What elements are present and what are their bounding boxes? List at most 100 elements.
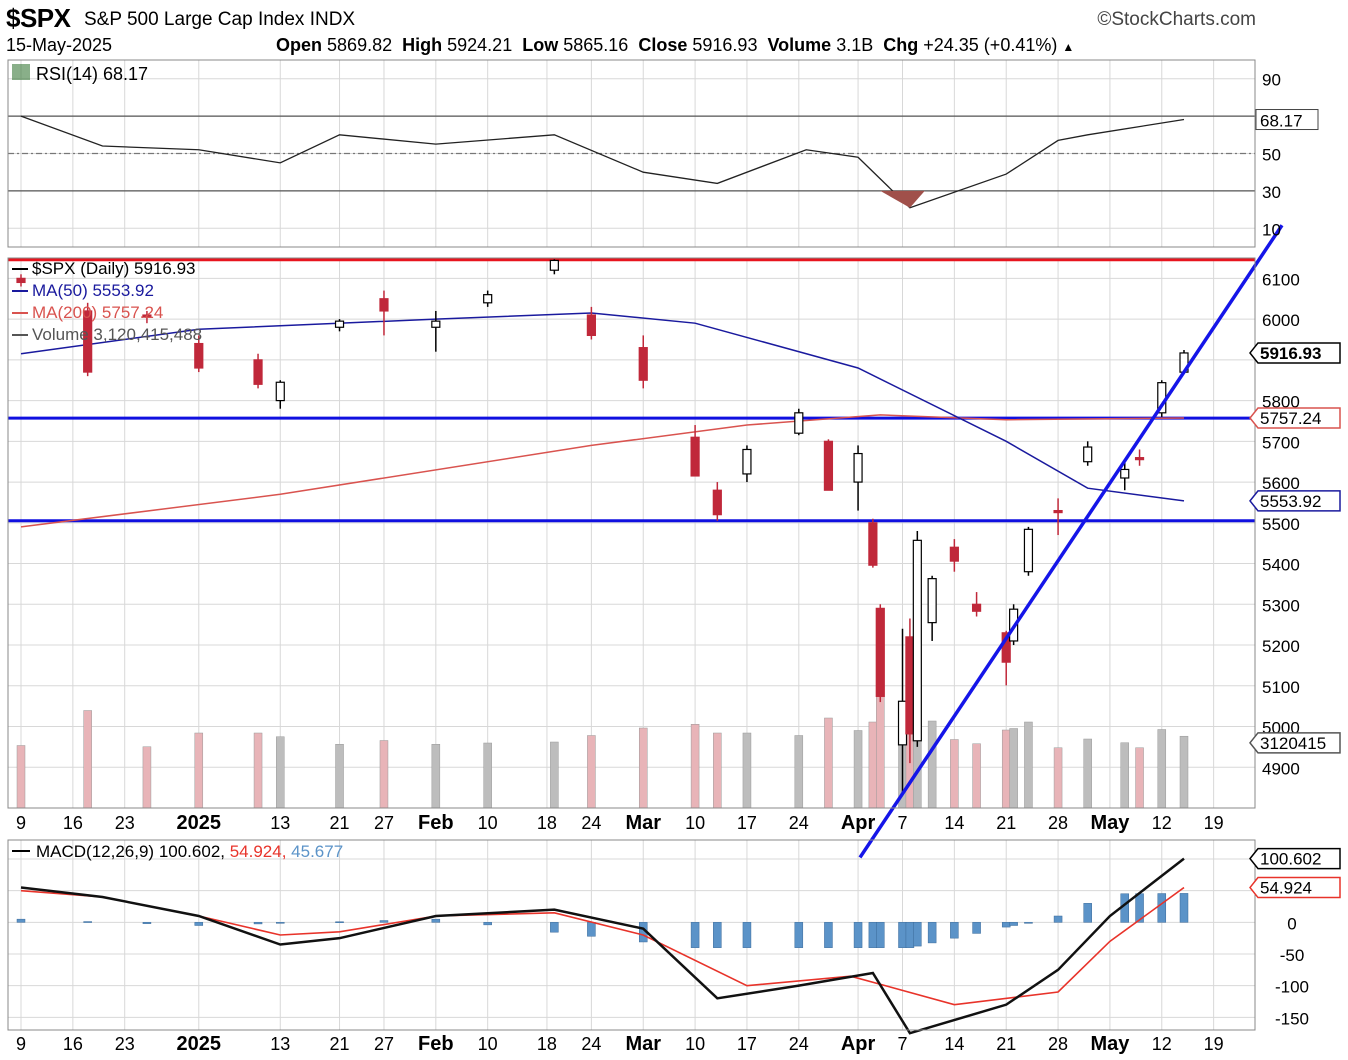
volume-bar xyxy=(742,732,752,809)
brand-watermark: ©StockCharts.com xyxy=(1097,9,1256,30)
panel-frame xyxy=(7,839,1256,1031)
candle-body xyxy=(1023,528,1034,573)
candle-body xyxy=(971,603,982,612)
candle-body xyxy=(83,310,93,373)
x-tick-label: 12 xyxy=(1152,1034,1172,1054)
candle-body xyxy=(549,259,559,271)
macd-histogram-bar xyxy=(824,922,833,948)
x-tick-label: 14 xyxy=(944,1034,964,1054)
x-tick-label: 19 xyxy=(1204,1034,1224,1054)
candle-body xyxy=(194,342,204,369)
tag-text: 54.924 xyxy=(1260,879,1312,898)
candle xyxy=(690,425,700,477)
tag-text: 100.602 xyxy=(1260,850,1321,869)
legend-entry: $SPX (Daily) 5916.93 xyxy=(32,259,195,278)
rsi-line xyxy=(20,115,1185,209)
macd-histogram-bar xyxy=(335,921,344,923)
candle xyxy=(853,445,863,511)
candle xyxy=(275,380,285,409)
macd-histogram-bar xyxy=(853,922,863,948)
volume-bar xyxy=(587,735,596,809)
candle xyxy=(875,604,885,703)
rsi-tick-label: 90 xyxy=(1262,71,1281,90)
tag-text: 5553.92 xyxy=(1260,492,1321,511)
x-tick-label: 10 xyxy=(478,813,498,833)
volume-value-tag: 3120415 xyxy=(1249,732,1341,754)
x-tick-label: 13 xyxy=(270,1034,290,1054)
x-tick-label: 9 xyxy=(16,1034,26,1054)
x-tick-label: 27 xyxy=(374,1034,394,1054)
candle xyxy=(83,302,93,377)
low-value: 5865.16 xyxy=(563,35,629,55)
x-tick-label: 18 xyxy=(537,1034,557,1054)
candle-body xyxy=(379,298,389,312)
price-tick-label: 5100 xyxy=(1262,678,1300,697)
tag-box xyxy=(1249,876,1341,899)
macd-histogram-bar xyxy=(927,922,937,944)
candle-body xyxy=(1134,457,1145,461)
macd-tick-label: -150 xyxy=(1275,1009,1309,1028)
candle xyxy=(712,482,722,521)
macd-histogram-bar xyxy=(1009,922,1018,926)
x-tick-label: 13 xyxy=(270,813,290,833)
x-tick-label: 21 xyxy=(330,1034,350,1054)
volume-bar xyxy=(690,724,700,809)
rsi-tick-label: 10 xyxy=(1262,220,1281,239)
macd-histogram-bar xyxy=(794,922,804,948)
change-value: +24.35 (+0.41%) xyxy=(923,35,1058,55)
macd-line xyxy=(20,857,1185,1035)
candle xyxy=(1053,498,1063,536)
x-tick-label: 12 xyxy=(1152,813,1172,833)
candle-body xyxy=(253,359,263,385)
signal-value-tag: 54.924 xyxy=(1249,876,1341,899)
macd-tick-label: -100 xyxy=(1275,978,1309,997)
legend-entry: Volume 3,120,415,488 xyxy=(32,325,202,344)
macd-histogram-bar xyxy=(1001,922,1011,928)
ohlc-summary: Open 5869.82 High 5924.21 Low 5865.16 Cl… xyxy=(276,35,1074,56)
candle-body xyxy=(897,700,908,746)
macd-tick-label: 0 xyxy=(1287,914,1296,933)
macd-histogram-bar xyxy=(83,921,92,923)
macd-histogram-bar xyxy=(913,922,922,947)
volume-bar xyxy=(194,732,204,809)
candle xyxy=(927,575,937,641)
volume-bar xyxy=(335,744,344,809)
legend-entry: MA(200) 5757.24 xyxy=(32,303,163,322)
macd-histogram-bar xyxy=(550,922,559,933)
candle-body xyxy=(1120,468,1130,479)
candle xyxy=(868,518,878,568)
candle xyxy=(794,408,804,436)
x-tick-label: 27 xyxy=(374,813,394,833)
price-tick-label: 5600 xyxy=(1262,474,1300,493)
candle xyxy=(586,306,596,340)
x-tick-label: May xyxy=(1090,812,1130,834)
volume-bar xyxy=(1024,721,1033,809)
candle xyxy=(253,353,263,389)
volume-bar xyxy=(794,735,804,809)
candle xyxy=(142,310,152,324)
volume-bar xyxy=(638,727,648,809)
macd-tick-label: -50 xyxy=(1280,946,1305,965)
x-tick-label: 24 xyxy=(581,813,601,833)
rsi-value-tag: 68.17 xyxy=(1255,109,1319,131)
volume-bar xyxy=(483,742,492,809)
change-label: Chg xyxy=(883,35,919,55)
close-value: 5916.93 xyxy=(692,35,758,55)
x-tick-label: Feb xyxy=(418,1033,454,1055)
x-tick-label: 28 xyxy=(1048,813,1068,833)
x-tick-label: 21 xyxy=(330,813,350,833)
rsi-legend-icon xyxy=(12,64,30,80)
close-label: Close xyxy=(638,35,688,55)
volume-bar xyxy=(16,745,26,809)
change-up-icon: ▲ xyxy=(1062,40,1075,54)
candle xyxy=(742,445,752,483)
rsi-panel xyxy=(8,115,1255,209)
high-label: High xyxy=(402,35,443,55)
candle xyxy=(1134,449,1145,466)
x-tick-label: 17 xyxy=(737,1034,757,1054)
macd-histogram-bar xyxy=(1024,922,1033,924)
tag-box xyxy=(1249,490,1341,512)
x-tick-label: 7 xyxy=(898,1034,908,1054)
price-tick-label: 6000 xyxy=(1262,311,1300,330)
candle xyxy=(1023,526,1034,576)
